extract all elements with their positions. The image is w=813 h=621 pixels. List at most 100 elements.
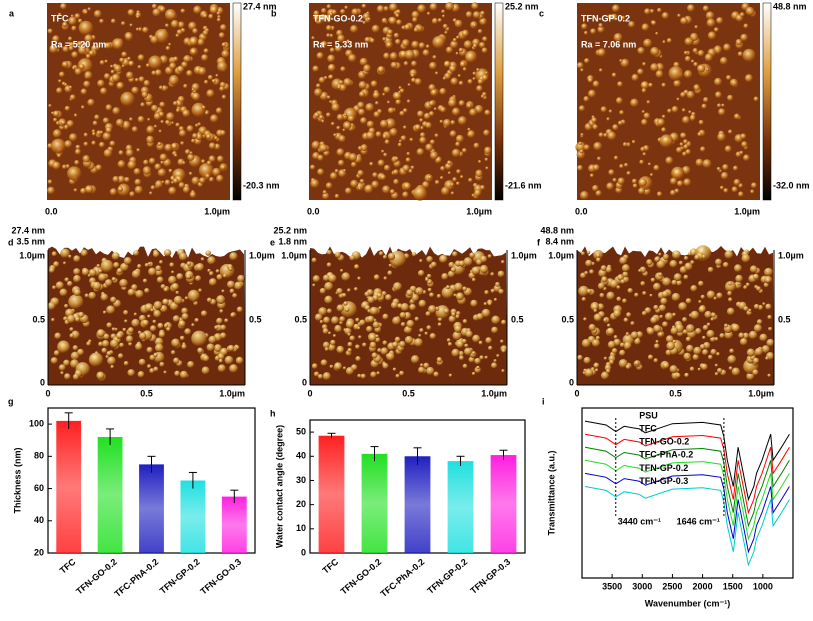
surface-peak <box>347 288 351 293</box>
surface-peak <box>163 287 169 292</box>
afm-grain <box>111 38 124 50</box>
afm-grain <box>60 120 66 125</box>
surface-peak <box>743 285 748 290</box>
afm-grain <box>112 175 120 183</box>
surface-peak <box>237 274 245 283</box>
surface-peak <box>111 327 116 332</box>
afm-grain <box>656 7 662 13</box>
afm-grain <box>716 103 722 108</box>
afm-grain <box>575 141 587 153</box>
surface-peak <box>429 332 436 340</box>
z-mid: 1.8 nm <box>278 236 307 246</box>
afm-grain <box>68 85 73 90</box>
surface-peak <box>311 257 317 263</box>
afm-grain <box>127 56 131 61</box>
surface-peak <box>362 342 367 348</box>
afm-grain <box>615 97 623 105</box>
surface-peak <box>411 251 417 257</box>
afm-grain <box>592 124 599 130</box>
surface-peak <box>347 348 352 353</box>
y-label: 0 <box>302 377 307 387</box>
afm-grain <box>110 18 116 24</box>
afm-grain <box>142 26 149 34</box>
surface-peak <box>66 314 76 324</box>
surface-peak <box>222 273 227 278</box>
afm-grain <box>371 180 380 189</box>
surface-peak <box>439 254 448 264</box>
afm-grain <box>419 136 427 144</box>
afm-grain <box>681 108 686 113</box>
afm-grain <box>116 81 125 90</box>
surface-peak <box>392 367 397 372</box>
afm-grain <box>344 113 348 117</box>
surface-peak <box>766 338 775 347</box>
afm-grain <box>606 182 614 191</box>
y-label: 1.0µm <box>19 250 45 260</box>
afm-grain <box>192 92 201 101</box>
surface-peak <box>313 371 320 377</box>
surface-peak <box>355 317 360 323</box>
surface-peak <box>317 373 324 380</box>
afm-grain <box>638 187 646 195</box>
surface-peak <box>694 254 700 261</box>
surface-peak <box>702 349 709 356</box>
afm-grain <box>480 10 485 16</box>
surface-peak <box>323 316 331 324</box>
surface-peak <box>88 291 97 300</box>
afm-grain <box>366 131 375 140</box>
surface-peak <box>144 262 149 268</box>
surface-peak <box>583 317 587 321</box>
surface-peak <box>678 260 683 265</box>
surface-peak <box>748 330 758 340</box>
afm-grain <box>205 173 211 179</box>
surface-peak <box>597 282 605 290</box>
surface-peak <box>206 297 212 303</box>
surface-peak <box>153 366 159 372</box>
afm-grain <box>73 113 78 118</box>
surface-peak <box>53 261 60 268</box>
surface-peak <box>216 317 223 325</box>
y-label: 0 <box>569 377 574 387</box>
surface-peak <box>476 313 484 321</box>
surface-peak <box>358 335 362 339</box>
afm-grain <box>583 30 588 35</box>
afm-grain <box>121 51 128 58</box>
afm-grain <box>206 89 215 98</box>
afm-grain <box>593 141 603 151</box>
afm-grain <box>74 68 82 76</box>
afm-grain <box>713 27 719 33</box>
surface-peak <box>319 287 326 295</box>
afm-grain <box>343 78 352 87</box>
surface-peak <box>411 293 419 302</box>
surface-peak <box>64 304 69 309</box>
surface-peak <box>716 367 723 374</box>
afm-grain <box>456 169 461 174</box>
afm-grain <box>99 18 104 24</box>
surface-peak <box>581 297 586 302</box>
surface-peak <box>344 307 350 312</box>
surface-peak <box>327 343 336 352</box>
surface-peak <box>235 356 244 365</box>
surface-peak <box>66 280 73 287</box>
surface-peak <box>458 260 465 267</box>
surface-peak <box>448 315 456 323</box>
surface-peak <box>419 328 424 333</box>
surface-peak <box>54 332 62 340</box>
surface-peak <box>586 288 592 294</box>
afm-grain <box>319 14 328 23</box>
afm-grain <box>74 13 81 20</box>
afm-grain <box>50 138 66 154</box>
surface-peak <box>731 323 740 332</box>
surface-peak <box>334 362 343 371</box>
surface-peak <box>208 271 214 276</box>
surface-peak <box>106 305 116 315</box>
surface-peak <box>146 346 153 354</box>
surface-peak <box>662 321 669 328</box>
surface-peak <box>768 326 773 331</box>
afm-grain <box>607 131 617 141</box>
afm-grain <box>218 32 225 39</box>
afm-grain <box>445 46 454 54</box>
afm-grain <box>202 13 208 19</box>
surface-peak <box>376 371 380 375</box>
surface-peak <box>436 293 442 299</box>
